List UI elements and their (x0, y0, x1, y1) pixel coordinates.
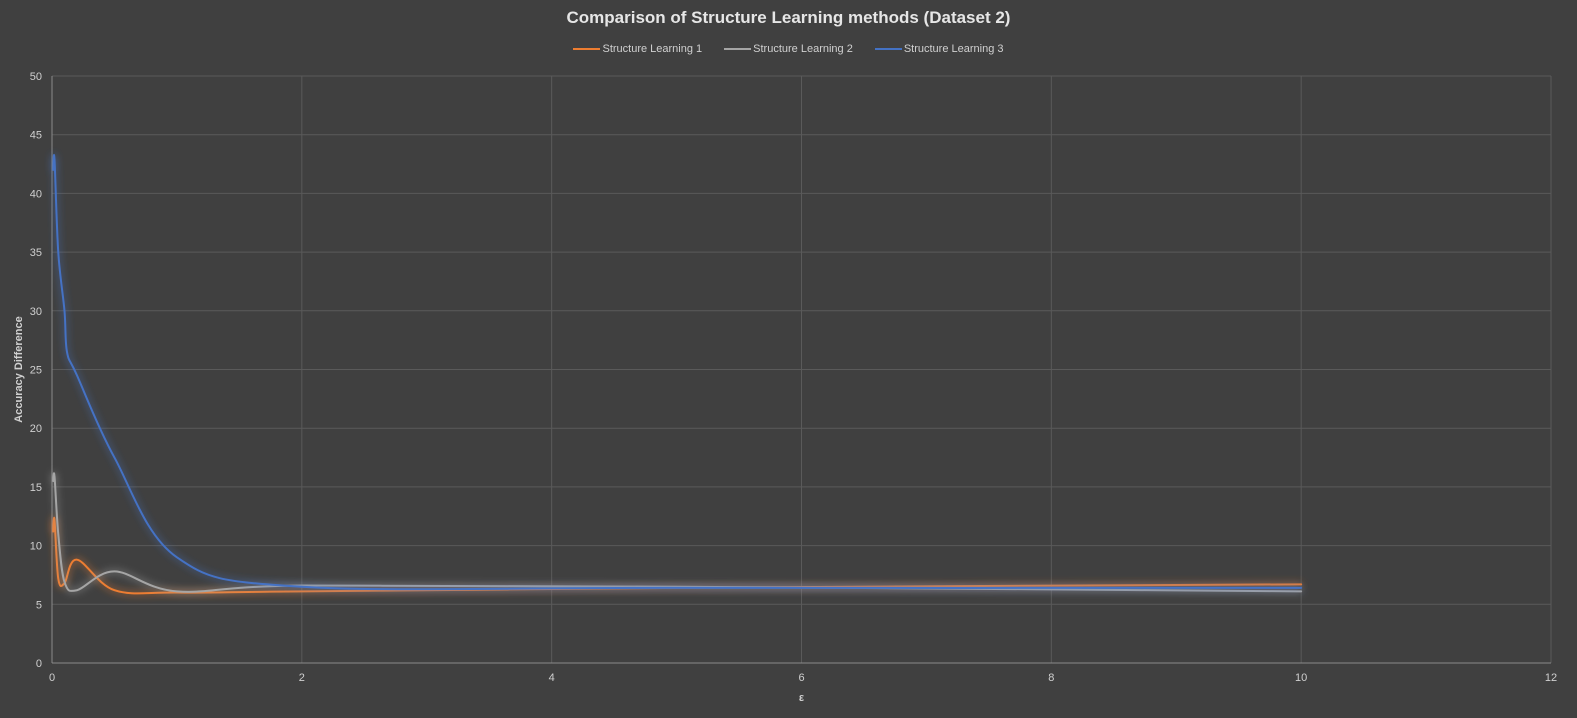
legend-swatch-series-1 (573, 48, 601, 50)
x-tick-label: 0 (49, 672, 55, 684)
y-axis-title: Accuracy Difference (13, 316, 25, 422)
x-tick-label: 2 (299, 672, 305, 684)
y-tick-label: 10 (30, 541, 42, 553)
legend-label-series-1: Structure Learning 1 (602, 43, 703, 55)
y-tick-label: 35 (30, 247, 42, 259)
legend: Structure Learning 1 Structure Learning … (0, 43, 1577, 55)
y-tick-label: 25 (30, 365, 42, 377)
x-tick-label: 12 (1545, 672, 1557, 684)
legend-label-series-2: Structure Learning 2 (753, 43, 853, 55)
series-lines (52, 153, 1303, 595)
legend-label-series-3: Structure Learning 3 (903, 43, 1004, 55)
tick-labels: 0 5 10 15 20 25 30 35 40 45 50 0 2 4 6 8 10 12 (30, 71, 1557, 684)
x-axis-title: ε (799, 692, 805, 704)
x-tick-label: 6 (798, 672, 804, 684)
legend-item-series-2[interactable]: Structure Learning 2 (724, 43, 853, 55)
legend-swatch-series-3 (874, 48, 902, 50)
legend-item-series-1[interactable]: Structure Learning 1 (573, 43, 702, 55)
x-tick-label: 4 (549, 672, 555, 684)
legend-swatch-series-2 (724, 48, 752, 50)
y-tick-label: 20 (30, 423, 42, 435)
series-line-2[interactable] (52, 472, 1303, 593)
chart-title: Comparison of Structure Learning methods… (566, 8, 1011, 27)
axes (51, 76, 1551, 664)
x-tick-label: 10 (1295, 672, 1307, 684)
y-tick-label: 5 (36, 599, 42, 611)
gridlines (52, 75, 1552, 663)
legend-item-series-3[interactable]: Structure Learning 3 (874, 43, 1004, 55)
series-line-3[interactable] (52, 153, 1303, 591)
y-tick-label: 0 (36, 658, 42, 670)
y-tick-label: 30 (30, 306, 42, 318)
y-tick-label: 45 (30, 130, 42, 142)
y-tick-label: 50 (30, 71, 42, 83)
y-tick-label: 15 (30, 482, 42, 494)
y-tick-label: 40 (30, 188, 42, 200)
x-tick-label: 8 (1048, 672, 1054, 684)
